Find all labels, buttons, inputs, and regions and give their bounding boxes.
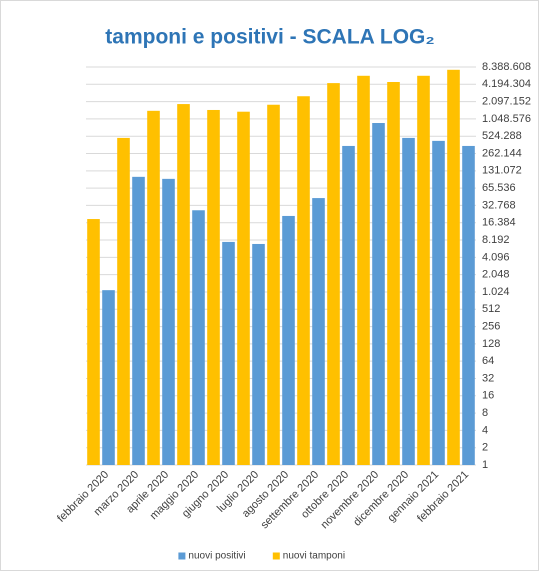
bar bbox=[327, 83, 340, 465]
legend-label: nuovi tamponi bbox=[283, 551, 345, 562]
bar bbox=[132, 176, 145, 465]
y-tick-label: 16.384 bbox=[482, 217, 516, 229]
y-tick-label: 524.288 bbox=[482, 130, 522, 142]
y-tick-label: 262.144 bbox=[482, 147, 522, 159]
bar bbox=[282, 215, 295, 465]
y-tick-label: 128 bbox=[482, 338, 500, 350]
y-tick-label: 4.096 bbox=[482, 251, 510, 263]
y-tick-label: 1.048.576 bbox=[482, 113, 531, 125]
y-tick-label: 64 bbox=[482, 355, 494, 367]
bar bbox=[462, 145, 475, 465]
bar bbox=[387, 81, 400, 466]
bar bbox=[402, 137, 415, 465]
legend-label: nuovi positivi bbox=[188, 551, 245, 562]
bar bbox=[357, 75, 370, 465]
y-tick-label: 4.194.304 bbox=[482, 78, 531, 90]
y-tick-label: 8.388.608 bbox=[482, 61, 531, 73]
y-tick-label: 1 bbox=[482, 459, 488, 471]
y-tick-label: 16 bbox=[482, 390, 494, 402]
y-tick-label: 2.048 bbox=[482, 269, 510, 281]
y-tick-label: 32.768 bbox=[482, 199, 516, 211]
y-tick-label: 256 bbox=[482, 320, 500, 332]
bar bbox=[417, 75, 430, 465]
y-tick-label: 131.072 bbox=[482, 165, 522, 177]
bar bbox=[147, 110, 160, 465]
bar bbox=[102, 290, 115, 465]
legend-swatch bbox=[272, 552, 280, 560]
y-tick-label: 8.192 bbox=[482, 234, 510, 246]
chart-title: tamponi e positivi - SCALA LOG₂ bbox=[105, 26, 434, 49]
y-tick-label: 1.024 bbox=[482, 286, 510, 298]
y-tick-label: 2.097.152 bbox=[482, 96, 531, 108]
bar bbox=[117, 137, 130, 465]
bar bbox=[267, 104, 280, 465]
y-tick-label: 512 bbox=[482, 303, 500, 315]
y-tick-label: 8 bbox=[482, 407, 488, 419]
bar bbox=[372, 123, 385, 465]
bar bbox=[207, 109, 220, 466]
bar bbox=[312, 198, 325, 465]
y-tick-label: 2 bbox=[482, 442, 488, 454]
bar bbox=[192, 210, 205, 465]
legend-swatch bbox=[178, 552, 186, 560]
bar bbox=[342, 145, 355, 465]
bar bbox=[447, 69, 460, 466]
bar bbox=[87, 219, 100, 465]
y-tick-label: 32 bbox=[482, 372, 494, 384]
bar bbox=[222, 241, 235, 465]
bar bbox=[252, 243, 265, 465]
bar bbox=[432, 140, 445, 465]
bar bbox=[177, 104, 190, 465]
bar bbox=[237, 111, 250, 466]
y-tick-label: 65.536 bbox=[482, 182, 516, 194]
y-tick-label: 4 bbox=[482, 424, 488, 436]
bar bbox=[162, 178, 175, 465]
bar bbox=[297, 96, 310, 466]
